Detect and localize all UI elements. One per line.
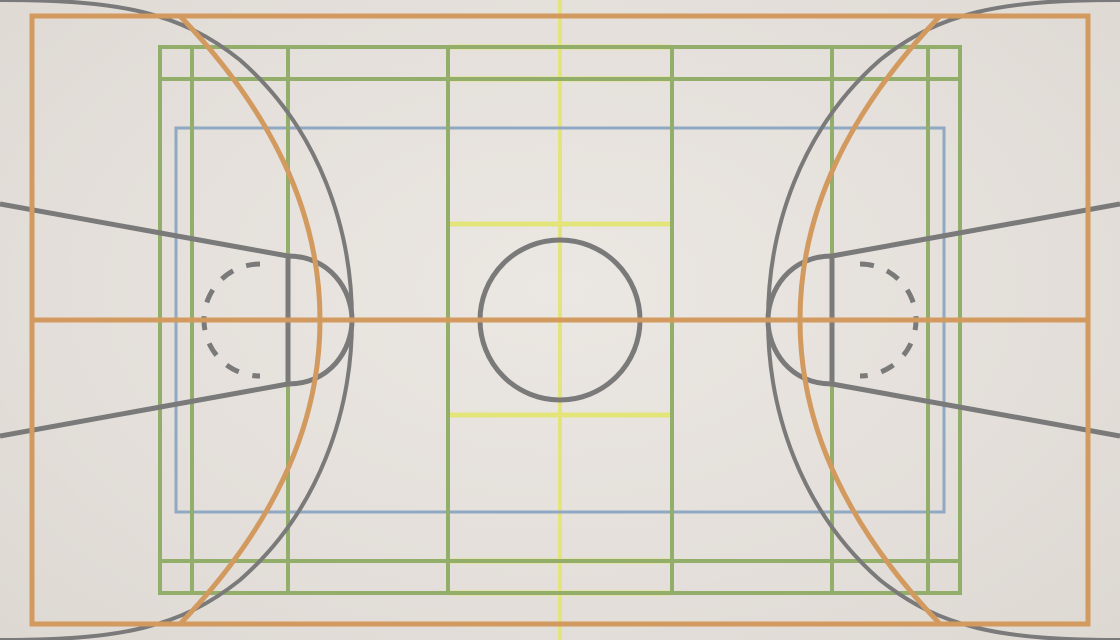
handball-court-lines [29,13,1091,627]
right-goal-area-arc [797,14,942,626]
left-goal-area-arc [178,14,323,626]
